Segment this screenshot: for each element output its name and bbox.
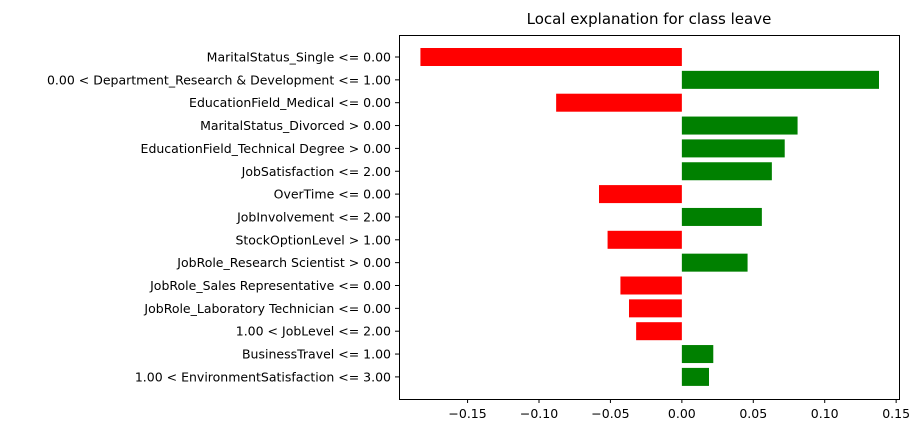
plot-frame xyxy=(399,35,900,400)
x-tick-label: −0.15 xyxy=(448,406,486,421)
bar xyxy=(629,299,682,318)
category-label: BusinessTravel <= 1.00 xyxy=(242,347,391,362)
x-axis-ticks: −0.15 −0.10 −0.05 0.00 0.05 0.10 0.15 xyxy=(448,399,910,421)
category-label: 1.00 < EnvironmentSatisfaction <= 3.00 xyxy=(135,369,391,384)
category-labels: MaritalStatus_Single <= 0.00 0.00 < Depar… xyxy=(47,50,399,384)
category-label: MaritalStatus_Divorced > 0.00 xyxy=(200,118,391,133)
bar xyxy=(681,207,762,226)
category-label: MaritalStatus_Single <= 0.00 xyxy=(207,50,391,65)
x-tick-label: 0.15 xyxy=(882,406,910,421)
bar xyxy=(681,116,798,135)
bar xyxy=(556,93,682,112)
category-label: JobRole_Research Scientist > 0.00 xyxy=(176,255,391,270)
bar xyxy=(681,139,785,158)
category-label: JobInvolvement <= 2.00 xyxy=(236,209,391,224)
bars-group xyxy=(420,48,879,386)
category-label: OverTime <= 0.00 xyxy=(274,187,391,202)
bar xyxy=(681,253,748,272)
category-label: EducationField_Medical <= 0.00 xyxy=(189,95,391,110)
category-label: JobSatisfaction <= 2.00 xyxy=(241,164,391,179)
category-label: StockOptionLevel > 1.00 xyxy=(235,232,391,247)
bar xyxy=(607,230,682,249)
bar xyxy=(636,322,682,341)
x-tick-label: 0.05 xyxy=(739,406,767,421)
x-tick-label: 0.10 xyxy=(811,406,839,421)
category-label: 0.00 < Department_Research & Development… xyxy=(47,72,391,87)
category-label: JobRole_Laboratory Technician <= 0.00 xyxy=(143,301,391,316)
bar xyxy=(620,276,682,295)
category-label: JobRole_Sales Representative <= 0.00 xyxy=(149,278,391,293)
category-label: 1.00 < JobLevel <= 2.00 xyxy=(236,324,391,339)
bar xyxy=(681,70,879,89)
bar xyxy=(599,185,682,204)
bar xyxy=(681,162,772,181)
bar xyxy=(420,48,682,66)
bar xyxy=(681,367,709,386)
bar xyxy=(681,345,714,364)
x-tick-label: −0.05 xyxy=(591,406,629,421)
x-tick-label: 0.00 xyxy=(668,406,696,421)
chart-title: Local explanation for class leave xyxy=(527,10,772,28)
x-tick-label: −0.10 xyxy=(520,406,558,421)
category-label: EducationField_Technical Degree > 0.00 xyxy=(141,141,391,156)
